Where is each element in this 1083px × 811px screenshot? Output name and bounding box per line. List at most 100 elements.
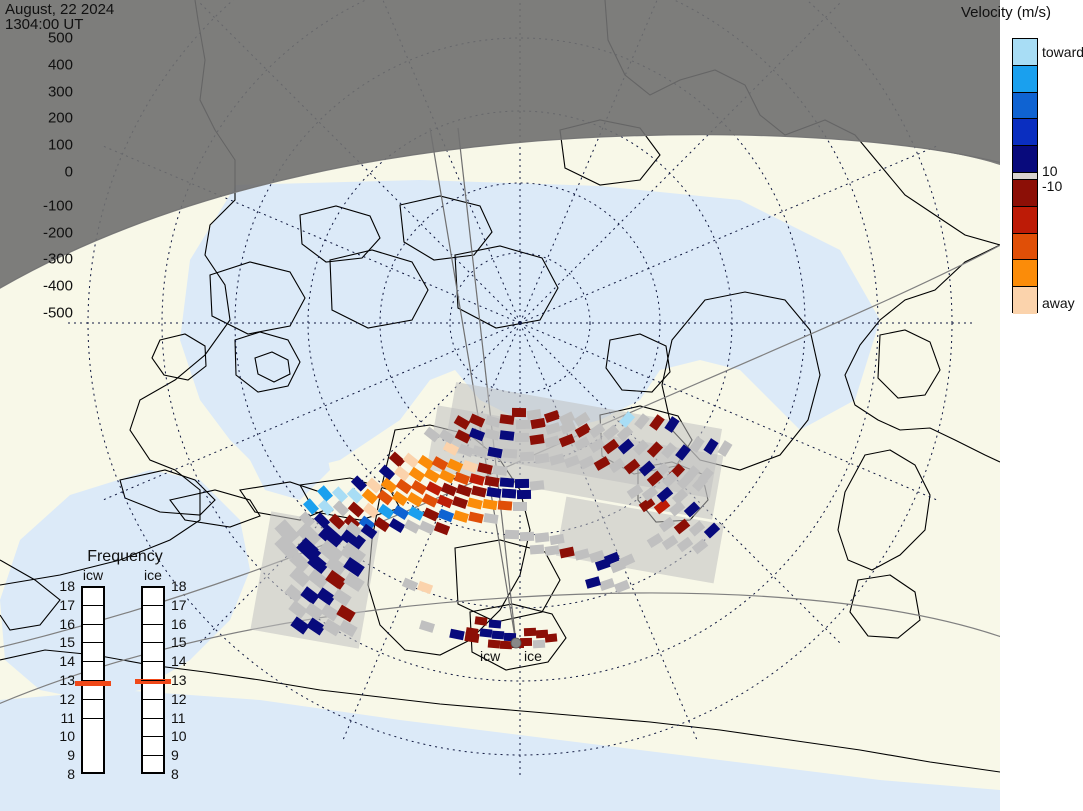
velocity-cell[interactable] bbox=[347, 501, 365, 518]
velocity-cell[interactable] bbox=[393, 465, 411, 482]
velocity-cell[interactable] bbox=[449, 628, 465, 641]
velocity-cell[interactable] bbox=[588, 437, 606, 454]
velocity-cell[interactable] bbox=[471, 485, 487, 498]
velocity-cell[interactable] bbox=[499, 640, 513, 650]
velocity-cell[interactable] bbox=[483, 513, 499, 524]
velocity-cell[interactable] bbox=[616, 425, 634, 442]
velocity-cell[interactable] bbox=[623, 458, 641, 475]
velocity-cell[interactable] bbox=[529, 544, 545, 555]
velocity-cell[interactable] bbox=[563, 454, 581, 469]
velocity-cell[interactable] bbox=[391, 490, 409, 507]
velocity-cell[interactable] bbox=[274, 519, 300, 545]
velocity-cell[interactable] bbox=[689, 436, 705, 453]
velocity-cell[interactable] bbox=[618, 411, 636, 428]
velocity-cell[interactable] bbox=[416, 580, 434, 595]
velocity-cell[interactable] bbox=[626, 483, 644, 500]
velocity-cell[interactable] bbox=[338, 619, 358, 638]
velocity-cell[interactable] bbox=[514, 432, 530, 443]
velocity-cell[interactable] bbox=[289, 551, 311, 573]
velocity-cell[interactable] bbox=[519, 531, 535, 542]
velocity-cell[interactable] bbox=[661, 471, 679, 488]
velocity-cell[interactable] bbox=[417, 454, 435, 471]
velocity-cell[interactable] bbox=[499, 430, 515, 441]
velocity-cell[interactable] bbox=[345, 521, 363, 538]
velocity-cell[interactable] bbox=[423, 426, 441, 443]
velocity-cell[interactable] bbox=[418, 520, 436, 535]
velocity-cell[interactable] bbox=[339, 541, 367, 567]
velocity-cell[interactable] bbox=[501, 488, 517, 499]
velocity-cell[interactable] bbox=[365, 477, 383, 494]
velocity-cell[interactable] bbox=[388, 518, 406, 533]
radar-site-marker[interactable] bbox=[510, 637, 522, 649]
velocity-cell[interactable] bbox=[602, 424, 620, 441]
velocity-cell[interactable] bbox=[488, 619, 502, 629]
velocity-cell[interactable] bbox=[346, 487, 364, 504]
velocity-cell[interactable] bbox=[377, 503, 395, 520]
velocity-cell[interactable] bbox=[436, 494, 454, 509]
velocity-cell[interactable] bbox=[313, 512, 331, 529]
velocity-cell[interactable] bbox=[461, 459, 479, 474]
velocity-cell[interactable] bbox=[317, 499, 335, 516]
velocity-cell[interactable] bbox=[649, 414, 665, 431]
velocity-cell[interactable] bbox=[451, 496, 469, 509]
velocity-cell[interactable] bbox=[617, 438, 635, 455]
velocity-cell[interactable] bbox=[408, 466, 426, 483]
velocity-cell[interactable] bbox=[491, 630, 505, 640]
velocity-cell[interactable] bbox=[646, 441, 664, 458]
velocity-cell[interactable] bbox=[578, 455, 596, 470]
velocity-cell[interactable] bbox=[658, 516, 676, 533]
velocity-cell[interactable] bbox=[676, 473, 694, 490]
velocity-cell[interactable] bbox=[664, 416, 680, 433]
velocity-cell[interactable] bbox=[316, 587, 336, 606]
velocity-cell[interactable] bbox=[703, 522, 721, 539]
velocity-cell[interactable] bbox=[469, 473, 485, 486]
velocity-cell[interactable] bbox=[544, 435, 560, 448]
velocity-cell[interactable] bbox=[304, 602, 324, 621]
velocity-cell[interactable] bbox=[529, 480, 545, 491]
velocity-cell[interactable] bbox=[474, 616, 488, 626]
velocity-cell[interactable] bbox=[675, 444, 691, 461]
velocity-cell[interactable] bbox=[504, 529, 520, 540]
velocity-cell[interactable] bbox=[455, 484, 473, 497]
velocity-cell[interactable] bbox=[646, 532, 664, 549]
velocity-cell[interactable] bbox=[558, 433, 576, 448]
velocity-cell[interactable] bbox=[632, 439, 650, 456]
velocity-cell[interactable] bbox=[438, 469, 456, 484]
velocity-cell[interactable] bbox=[585, 576, 601, 589]
velocity-cell[interactable] bbox=[360, 523, 378, 540]
velocity-cell[interactable] bbox=[484, 428, 500, 441]
velocity-cell[interactable] bbox=[407, 506, 425, 521]
velocity-cell[interactable] bbox=[438, 428, 456, 445]
velocity-cell[interactable] bbox=[423, 468, 441, 483]
velocity-cell[interactable] bbox=[499, 477, 515, 488]
velocity-cell[interactable] bbox=[465, 627, 479, 637]
velocity-cell[interactable] bbox=[395, 478, 413, 495]
velocity-cell[interactable] bbox=[388, 451, 406, 468]
velocity-cell[interactable] bbox=[613, 579, 631, 594]
velocity-cell[interactable] bbox=[406, 492, 424, 507]
velocity-cell[interactable] bbox=[638, 460, 656, 477]
velocity-cell[interactable] bbox=[298, 511, 316, 528]
velocity-cell[interactable] bbox=[453, 471, 471, 486]
velocity-cell[interactable] bbox=[290, 616, 310, 635]
velocity-cell[interactable] bbox=[543, 409, 561, 424]
velocity-cell[interactable] bbox=[593, 456, 611, 471]
velocity-cell[interactable] bbox=[422, 507, 440, 522]
velocity-cell[interactable] bbox=[573, 436, 591, 451]
velocity-cell[interactable] bbox=[487, 446, 503, 459]
velocity-cell[interactable] bbox=[318, 539, 344, 565]
velocity-cell[interactable] bbox=[638, 496, 656, 513]
velocity-cell[interactable] bbox=[380, 477, 398, 494]
velocity-cell[interactable] bbox=[515, 419, 531, 430]
velocity-cell[interactable] bbox=[331, 486, 349, 503]
velocity-cell[interactable] bbox=[343, 572, 365, 592]
velocity-cell[interactable] bbox=[471, 445, 489, 458]
velocity-cell[interactable] bbox=[306, 617, 326, 636]
velocity-cell[interactable] bbox=[378, 464, 396, 481]
velocity-cell[interactable] bbox=[401, 577, 419, 592]
velocity-cell[interactable] bbox=[691, 538, 709, 555]
velocity-cell[interactable] bbox=[549, 533, 565, 546]
velocity-cell[interactable] bbox=[468, 511, 484, 524]
velocity-cell[interactable] bbox=[673, 518, 691, 535]
colorbar-strip[interactable] bbox=[1012, 38, 1038, 314]
